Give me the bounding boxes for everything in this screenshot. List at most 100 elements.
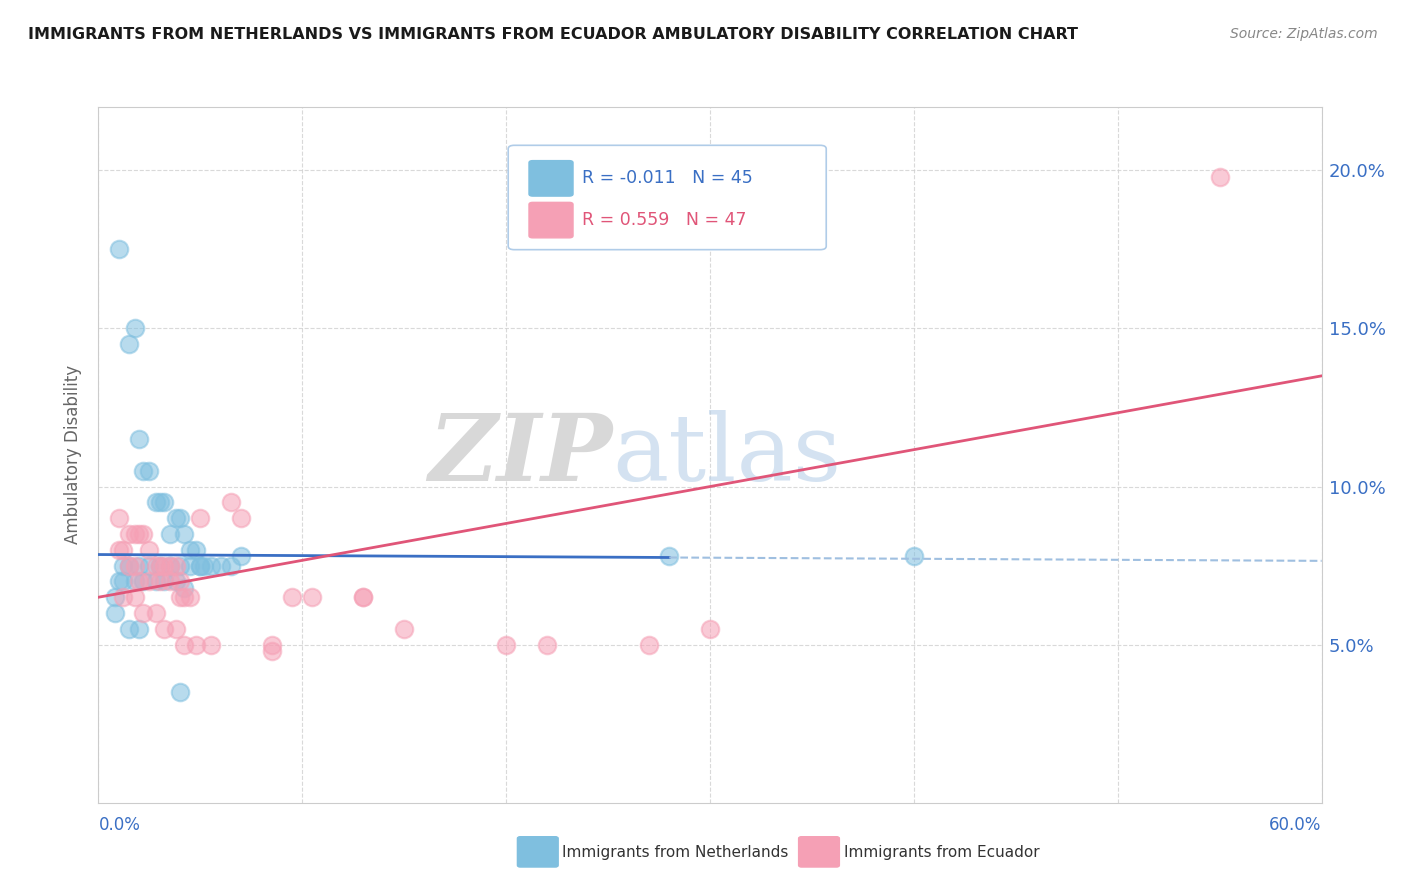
Point [111, 574, 134, 589]
Point [179, 542, 201, 557]
Point [231, 511, 253, 525]
Point [200, 558, 222, 573]
Text: Source: ZipAtlas.com: Source: ZipAtlas.com [1230, 27, 1378, 41]
Point [903, 549, 925, 563]
Point [495, 638, 517, 652]
Point [1208, 169, 1232, 184]
Point [108, 511, 131, 525]
Point [128, 558, 150, 573]
Point [124, 558, 146, 573]
Point [260, 644, 283, 658]
Point [104, 606, 127, 620]
FancyBboxPatch shape [508, 145, 827, 250]
Point [186, 638, 208, 652]
Point [658, 549, 681, 563]
Text: R = -0.011   N = 45: R = -0.011 N = 45 [582, 169, 752, 187]
Point [188, 558, 212, 573]
Point [111, 591, 134, 605]
Point [138, 558, 160, 573]
Point [152, 574, 174, 589]
Point [145, 606, 167, 620]
Point [145, 558, 167, 573]
Text: 0.0%: 0.0% [98, 816, 141, 834]
Point [200, 638, 222, 652]
Point [132, 527, 155, 541]
Point [118, 558, 141, 573]
Point [149, 558, 172, 573]
Point [173, 591, 195, 605]
Point [165, 558, 187, 573]
Point [173, 638, 195, 652]
Point [165, 622, 187, 636]
Point [301, 591, 323, 605]
Point [352, 591, 374, 605]
Point [392, 622, 416, 636]
Point [118, 622, 141, 636]
Point [138, 542, 160, 557]
FancyBboxPatch shape [529, 161, 574, 196]
Point [159, 574, 181, 589]
Y-axis label: Ambulatory Disability: Ambulatory Disability [65, 366, 83, 544]
Point [165, 511, 187, 525]
Point [188, 558, 212, 573]
Point [128, 622, 150, 636]
Point [149, 495, 172, 509]
Point [124, 574, 146, 589]
Point [281, 591, 304, 605]
Text: Immigrants from Netherlands: Immigrants from Netherlands [562, 846, 789, 860]
Point [169, 558, 191, 573]
Point [260, 638, 283, 652]
Point [159, 527, 181, 541]
Point [159, 558, 181, 573]
Point [152, 558, 174, 573]
Point [124, 321, 146, 335]
Point [219, 558, 242, 573]
Point [149, 574, 172, 589]
Point [188, 511, 212, 525]
Point [108, 542, 131, 557]
Text: 60.0%: 60.0% [1270, 816, 1322, 834]
Point [219, 495, 242, 509]
Text: R = 0.559   N = 47: R = 0.559 N = 47 [582, 211, 747, 228]
Point [173, 581, 195, 595]
Point [169, 574, 191, 589]
Point [111, 558, 134, 573]
Point [124, 527, 146, 541]
Point [108, 574, 131, 589]
Point [179, 591, 201, 605]
Point [138, 464, 160, 478]
Point [149, 558, 172, 573]
Text: atlas: atlas [612, 410, 841, 500]
Point [169, 685, 191, 699]
Point [152, 495, 174, 509]
Point [165, 574, 187, 589]
Point [128, 574, 150, 589]
Point [638, 638, 661, 652]
Point [179, 558, 201, 573]
Text: Immigrants from Ecuador: Immigrants from Ecuador [844, 846, 1039, 860]
Point [352, 591, 374, 605]
Text: IMMIGRANTS FROM NETHERLANDS VS IMMIGRANTS FROM ECUADOR AMBULATORY DISABILITY COR: IMMIGRANTS FROM NETHERLANDS VS IMMIGRANT… [28, 27, 1078, 42]
Point [118, 527, 141, 541]
Point [145, 574, 167, 589]
Point [111, 542, 134, 557]
Point [186, 542, 208, 557]
Point [169, 591, 191, 605]
Point [118, 337, 141, 351]
Point [699, 622, 721, 636]
Point [108, 243, 131, 257]
Point [132, 574, 155, 589]
Point [169, 511, 191, 525]
Point [159, 558, 181, 573]
Point [118, 558, 141, 573]
Point [209, 558, 232, 573]
Point [231, 549, 253, 563]
Point [128, 527, 150, 541]
Point [132, 464, 155, 478]
Point [132, 606, 155, 620]
FancyBboxPatch shape [529, 202, 574, 238]
Point [193, 558, 215, 573]
Point [152, 622, 174, 636]
Point [138, 574, 160, 589]
Point [104, 591, 127, 605]
